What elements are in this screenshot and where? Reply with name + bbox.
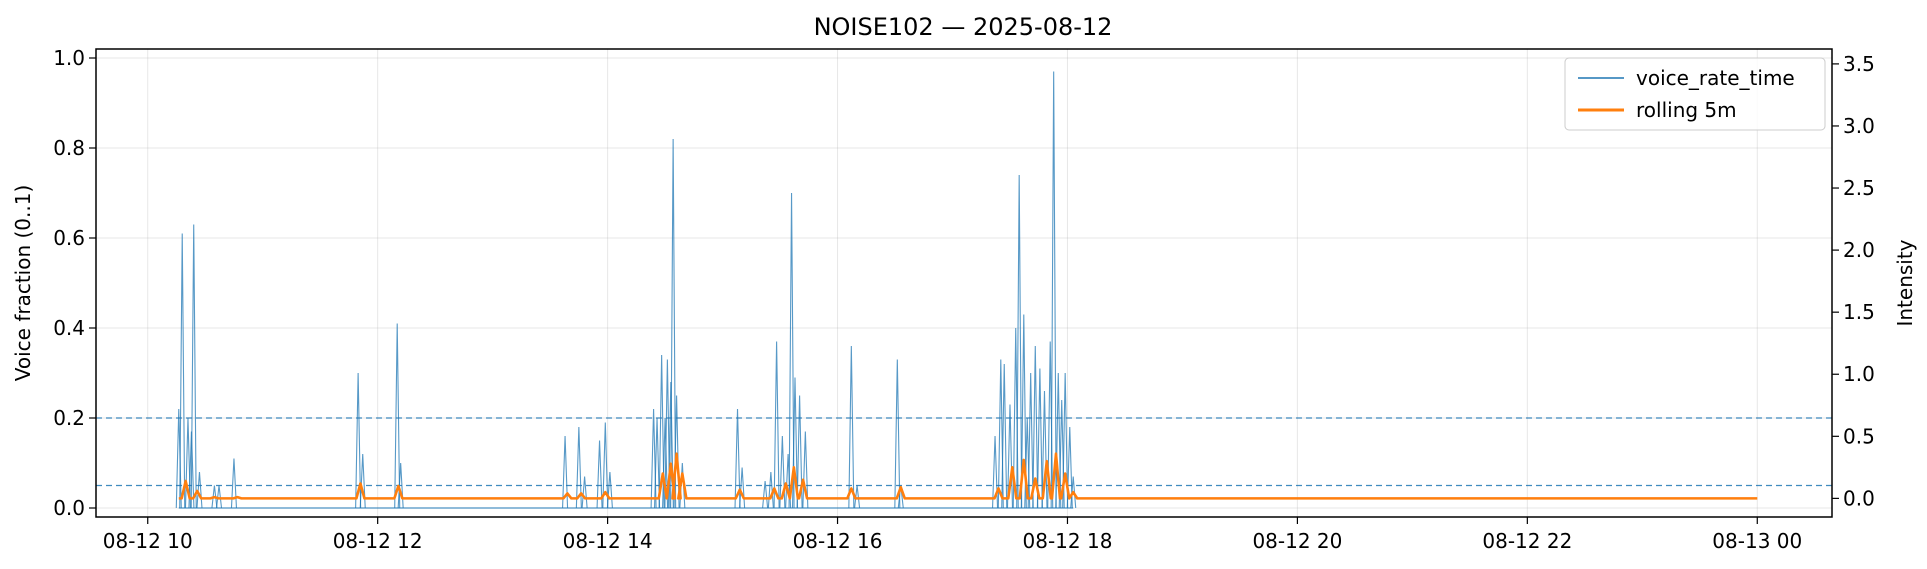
voice-rate-spike <box>397 462 404 509</box>
voice-rate-spike <box>653 417 661 509</box>
voice-rate-spike <box>581 476 588 509</box>
voice-rate-spike <box>230 458 238 509</box>
plot-frame <box>95 48 1833 518</box>
x-tick-label: 08-12 22 <box>1482 529 1572 553</box>
x-tick-label: 08-12 10 <box>103 529 193 553</box>
x-tick-label: 08-12 12 <box>333 529 423 553</box>
voice-rate-spike <box>1050 71 1057 509</box>
voice-rate-spike <box>1001 363 1008 509</box>
y-tick-label: 0.8 <box>53 136 85 160</box>
y-tick-label: 1.0 <box>53 46 85 70</box>
voice-rate-spike <box>1070 476 1077 509</box>
x-tick-label: 08-12 18 <box>1023 529 1113 553</box>
y-right-tick-label: 3.0 <box>1843 114 1875 138</box>
voice-rate-spike <box>848 345 855 509</box>
x-axis: 08-12 10 08-12 12 08-12 14 08-12 16 08-12 18… <box>103 517 1802 553</box>
voice-rate-spike <box>211 485 218 509</box>
x-tick-label: 08-12 20 <box>1252 529 1342 553</box>
x-tick-label: 08-12 14 <box>563 529 653 553</box>
y-axis-right-title: Intensity <box>1893 239 1917 326</box>
voice-rate-spike <box>562 435 569 509</box>
voice-rate-spike <box>602 422 609 509</box>
legend: voice_rate_time rolling 5m <box>1564 57 1826 131</box>
y-right-tick-label: 2.0 <box>1843 238 1875 262</box>
voice-rate-spike <box>854 485 861 509</box>
rolling-series <box>178 452 1758 500</box>
voice-rate-spike <box>355 372 362 509</box>
voice-rate-spike <box>670 138 677 509</box>
y-right-tick-label: 2.5 <box>1843 176 1875 200</box>
voice-rate-series <box>175 71 1077 509</box>
voice-rate-spike <box>788 192 795 509</box>
y-tick-label: 0.2 <box>53 406 85 430</box>
voice-rate-spike <box>1062 372 1069 509</box>
voice-rate-spike <box>215 485 223 509</box>
y-right-tick-label: 0.5 <box>1843 424 1875 448</box>
grid <box>96 49 1832 517</box>
voice-rate-spike <box>359 453 366 509</box>
y-right-tick-label: 1.0 <box>1843 362 1875 386</box>
y-axis-right: 0.0 0.5 1.0 1.5 2.0 2.5 3.0 3.5 <box>1832 52 1875 510</box>
voice-rate-spike <box>897 485 904 509</box>
y-tick-label: 0.0 <box>53 496 85 520</box>
y-tick-label: 0.4 <box>53 316 85 340</box>
voice-rate-spike <box>1027 372 1034 509</box>
y-right-tick-label: 0.0 <box>1843 486 1875 510</box>
voice-rate-spike <box>894 359 901 509</box>
voice-rate-spike <box>1036 368 1043 509</box>
voice-rate-spike <box>606 471 613 509</box>
rolling-line <box>178 452 1758 500</box>
voice-rate-spike <box>1020 314 1027 509</box>
voice-rate-spike <box>773 341 780 509</box>
voice-rate-spike <box>791 377 799 509</box>
y-axis-left-title: Voice fraction (0..1) <box>11 185 35 382</box>
x-tick-label: 08-12 16 <box>793 529 883 553</box>
voice-rate-spike <box>779 435 786 509</box>
y-tick-label: 0.6 <box>53 226 85 250</box>
y-right-tick-label: 3.5 <box>1843 52 1875 76</box>
legend-label-rolling: rolling 5m <box>1636 98 1737 122</box>
legend-box <box>1564 57 1826 131</box>
voice-rate-spike <box>179 233 186 509</box>
voice-rate-spike <box>991 435 999 509</box>
chart-title: NOISE102 — 2025-08-12 <box>814 13 1113 41</box>
voice-rate-spike <box>658 354 665 509</box>
y-right-tick-label: 1.5 <box>1843 300 1875 324</box>
voice-rate-spike <box>575 426 582 509</box>
voice-rate-spike <box>734 408 741 509</box>
voice-rate-spike <box>667 381 674 509</box>
voice-rate-spike <box>1066 426 1073 509</box>
voice-rate-spike <box>1032 345 1039 509</box>
y-axis-left: 0.0 0.2 0.4 0.6 0.8 1.0 <box>53 46 96 520</box>
legend-label-voice-rate: voice_rate_time <box>1636 66 1795 90</box>
voice-rate-spike <box>596 440 603 509</box>
voice-rate-spike <box>1016 174 1023 509</box>
voice-rate-spike <box>739 467 746 509</box>
voice-rate-spike <box>394 323 401 509</box>
voice-rate-spike <box>190 224 197 509</box>
x-tick-label: 08-13 00 <box>1712 529 1802 553</box>
voice-rate-spike <box>796 395 803 509</box>
